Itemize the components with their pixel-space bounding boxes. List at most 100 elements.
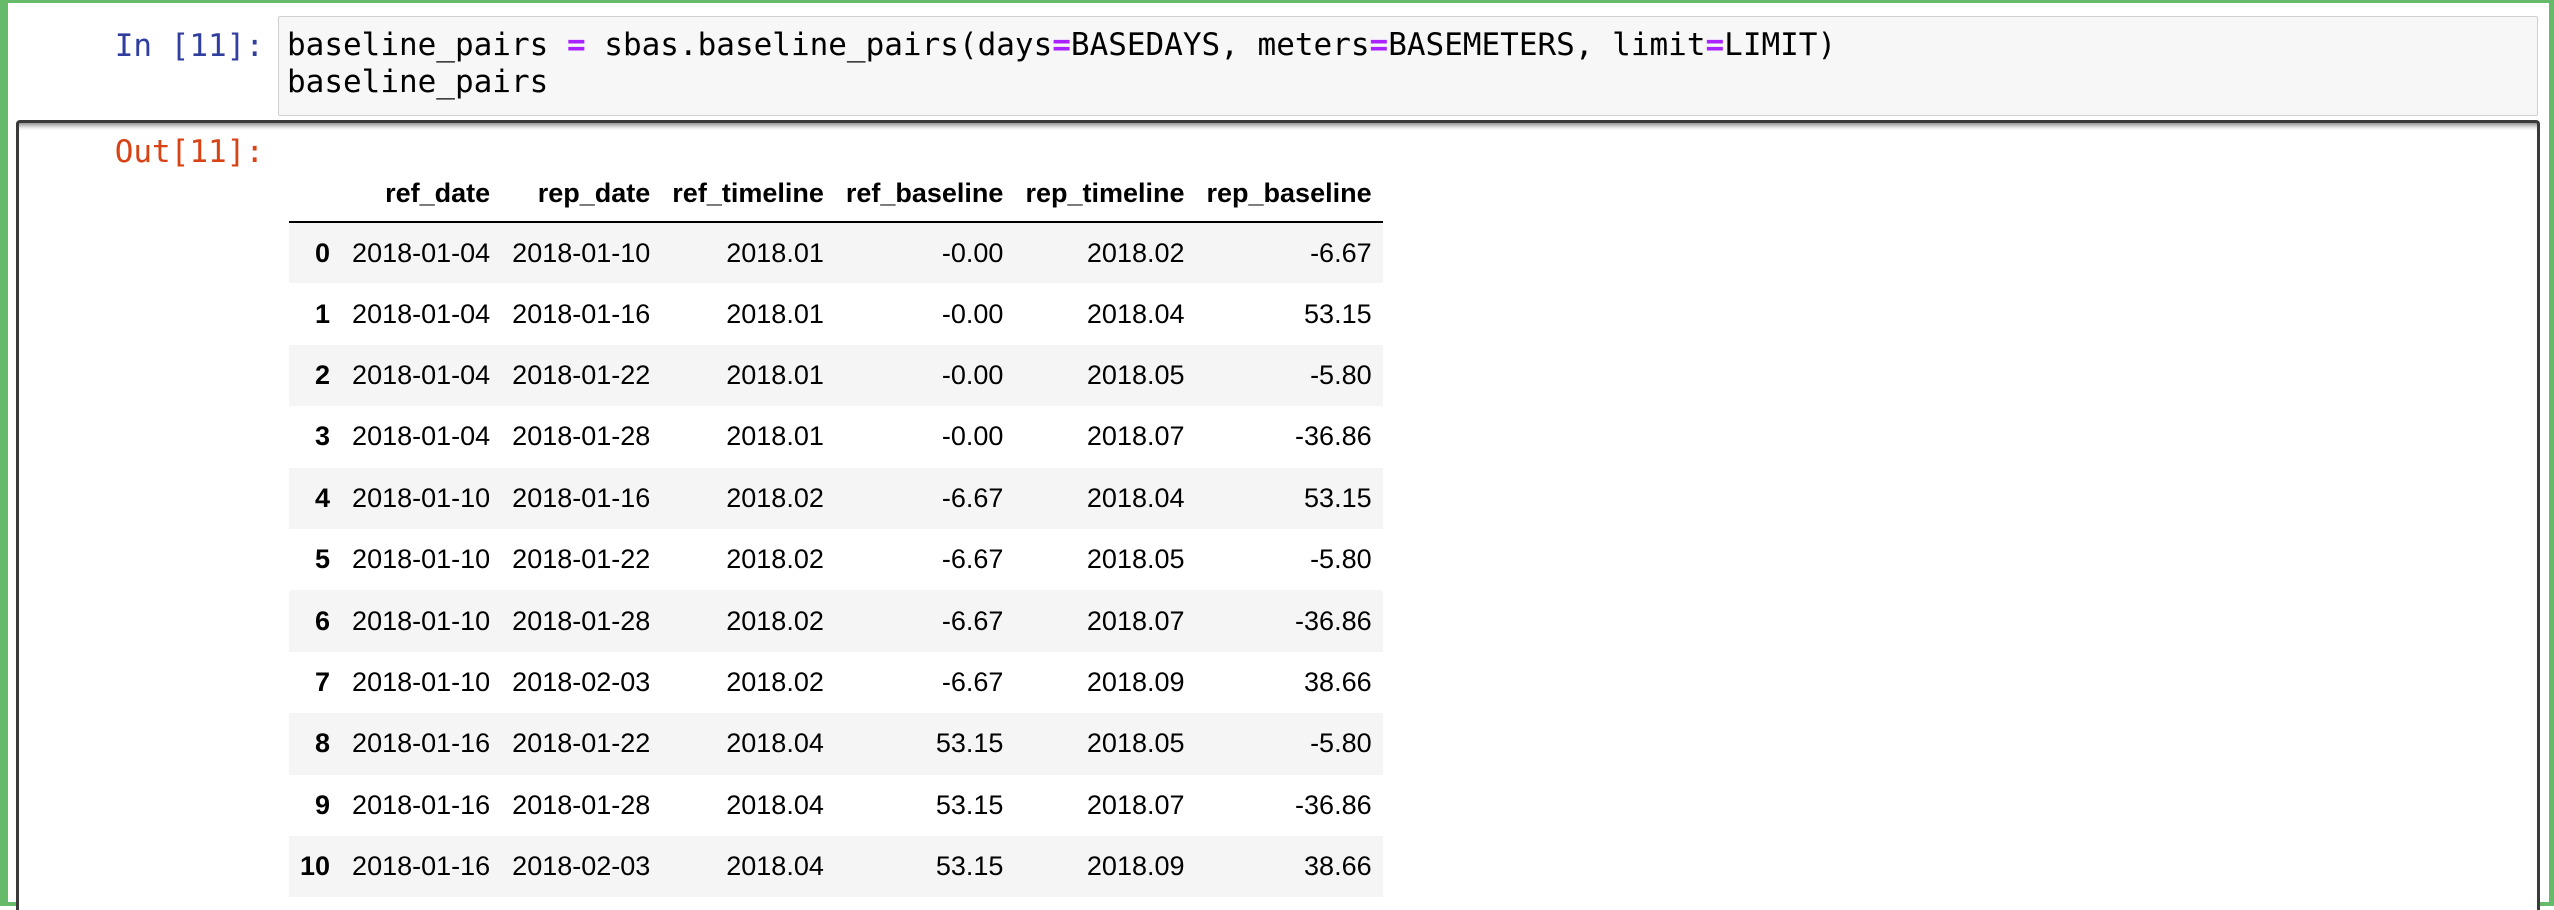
- table-cell: 2018-01-10: [352, 482, 491, 513]
- table-cell: -36.86: [1295, 421, 1372, 452]
- table-cell: -36.86: [1295, 605, 1372, 636]
- table-cell: 53.15: [935, 851, 1004, 882]
- table-cell: -6.67: [941, 605, 1004, 636]
- row-index: 4: [315, 482, 331, 513]
- table-cell: 2018.01: [726, 237, 824, 268]
- column-header-ref-timeline: ref_timeline: [661, 166, 835, 223]
- column-header-rep-timeline: rep_timeline: [1014, 166, 1196, 223]
- table-cell: 2018.07: [1086, 789, 1185, 820]
- table-cell: 2018.02: [1086, 237, 1185, 268]
- table-cell: -6.67: [941, 482, 1004, 513]
- code-input-editor[interactable]: baseline_pairs = sbas.baseline_pairs(day…: [278, 16, 2538, 116]
- table-cell: 2018.04: [1086, 298, 1185, 329]
- table-cell: 53.15: [1304, 482, 1372, 513]
- row-index: 6: [315, 605, 331, 636]
- table-row: 2 2018-01-04 2018-01-22 2018.01 -0.00 2018.05…: [289, 344, 1383, 407]
- table-cell: 2018-01-16: [352, 851, 491, 882]
- table-cell: 2018-01-16: [512, 298, 651, 329]
- column-header-rep-date: rep_date: [501, 166, 662, 223]
- row-index: 10: [300, 851, 331, 882]
- table-row: 9 2018-01-16 2018-01-28 2018.04 53.15 2018.07…: [289, 775, 1383, 836]
- table-cell: 2018-01-10: [512, 237, 651, 268]
- table-cell: 38.66: [1304, 851, 1372, 882]
- table-cell: 2018-01-04: [352, 421, 491, 452]
- row-index: 3: [315, 421, 331, 452]
- table-cell: 2018-01-04: [352, 237, 491, 268]
- table-cell: 2018.02: [726, 605, 824, 636]
- input-prompt: In [11]:: [114, 28, 264, 64]
- table-row: 0 2018-01-04 2018-01-10 2018.01 -0.00 2018.02…: [289, 222, 1383, 284]
- table-header-row: ref_date rep_date ref_timeline ref_basel…: [289, 166, 1383, 223]
- row-index: 5: [315, 544, 331, 575]
- table-cell: 2018-01-28: [512, 421, 651, 452]
- table-cell: -5.80: [1310, 544, 1372, 575]
- table-cell: 2018.04: [726, 728, 824, 759]
- table-cell: 53.15: [935, 789, 1004, 820]
- code-token-call: sbas.baseline_pairs(days: [585, 27, 1053, 63]
- table-cell: 53.15: [1304, 298, 1372, 329]
- code-token-var: baseline_pairs: [287, 27, 567, 63]
- table-cell: 2018-01-10: [352, 666, 491, 697]
- table-cell: -0.00: [941, 237, 1004, 268]
- table-cell: 2018-01-16: [352, 789, 491, 820]
- output-prompt: Out[11]:: [114, 134, 264, 170]
- table-cell: 2018-01-10: [352, 605, 491, 636]
- column-header-ref-date: ref_date: [341, 166, 502, 223]
- code-token-arg: LIMIT): [1724, 27, 1837, 63]
- table-row: 1 2018-01-04 2018-01-16 2018.01 -0.00 2018.04…: [289, 283, 1383, 344]
- table-cell: 2018.01: [726, 421, 824, 452]
- table-cell: 38.66: [1304, 666, 1372, 697]
- column-header-ref-baseline: ref_baseline: [834, 166, 1015, 223]
- table-cell: -5.80: [1310, 728, 1372, 759]
- table-cell: 2018.04: [726, 851, 824, 882]
- table-cell: 2018.04: [726, 789, 824, 820]
- row-index: 7: [315, 666, 331, 697]
- table-cell: 2018-01-22: [512, 544, 651, 575]
- column-header-rep-baseline: rep_baseline: [1195, 166, 1383, 223]
- table-cell: 2018.02: [726, 544, 824, 575]
- row-index: 2: [315, 359, 331, 390]
- table-cell: 2018.02: [726, 482, 824, 513]
- table-cell: 2018-01-04: [352, 298, 491, 329]
- table-row: 3 2018-01-04 2018-01-28 2018.01 -0.00 2018.07…: [289, 406, 1383, 467]
- table-cell: 2018-01-22: [512, 728, 651, 759]
- table-cell: 2018.04: [1086, 482, 1185, 513]
- code-token-kw-operator: =: [1052, 27, 1071, 63]
- table-cell: 2018.02: [726, 666, 824, 697]
- table-cell: 2018.09: [1086, 666, 1185, 697]
- code-token-assign-operator: =: [566, 27, 586, 63]
- table-cell: -0.00: [941, 298, 1004, 329]
- table-cell: 2018-01-04: [352, 359, 491, 390]
- table-cell: -5.80: [1310, 359, 1372, 390]
- code-token-arg: BASEDAYS, meters: [1070, 27, 1370, 63]
- table-cell: -0.00: [941, 421, 1004, 452]
- code-token-kw-operator: =: [1705, 27, 1725, 63]
- table-cell: 2018.01: [726, 298, 824, 329]
- table-cell: 2018-01-28: [512, 605, 651, 636]
- table-cell: 2018.05: [1086, 544, 1185, 575]
- table-row: 10 2018-01-16 2018-02-03 2018.04 53.15 2018.0…: [289, 835, 1383, 898]
- table-cell: -6.67: [941, 666, 1004, 697]
- table-cell: 2018-01-16: [512, 482, 651, 513]
- column-header-index: [289, 166, 342, 223]
- table-cell: 2018.07: [1086, 605, 1185, 636]
- table-row: 6 2018-01-10 2018-01-28 2018.02 -6.67 2018.07…: [289, 590, 1383, 652]
- table-row: 4 2018-01-10 2018-01-16 2018.02 -6.67 2018.04…: [289, 467, 1383, 529]
- table-cell: 2018.05: [1086, 359, 1185, 390]
- table-cell: 2018.05: [1086, 728, 1185, 759]
- table-cell: -6.67: [1310, 237, 1372, 268]
- table-cell: -0.00: [941, 359, 1004, 390]
- code-token-arg: BASEMETERS, limit: [1388, 27, 1706, 63]
- table-cell: -6.67: [941, 544, 1004, 575]
- row-index: 0: [315, 237, 331, 268]
- code-token-kw-operator: =: [1369, 27, 1389, 63]
- table-cell: 2018.01: [726, 359, 824, 390]
- table-cell: 2018-01-10: [352, 544, 491, 575]
- table-cell: 2018-01-22: [512, 359, 651, 390]
- output-area[interactable]: [16, 120, 2540, 910]
- table-row: 5 2018-01-10 2018-01-22 2018.02 -6.67 2018.05…: [289, 529, 1383, 590]
- table-cell: 53.15: [935, 728, 1004, 759]
- table-cell: 2018.07: [1086, 421, 1185, 452]
- code-line-1: baseline_pairs = sbas.baseline_pairs(day…: [287, 27, 2529, 64]
- code-line-2: baseline_pairs: [287, 64, 549, 100]
